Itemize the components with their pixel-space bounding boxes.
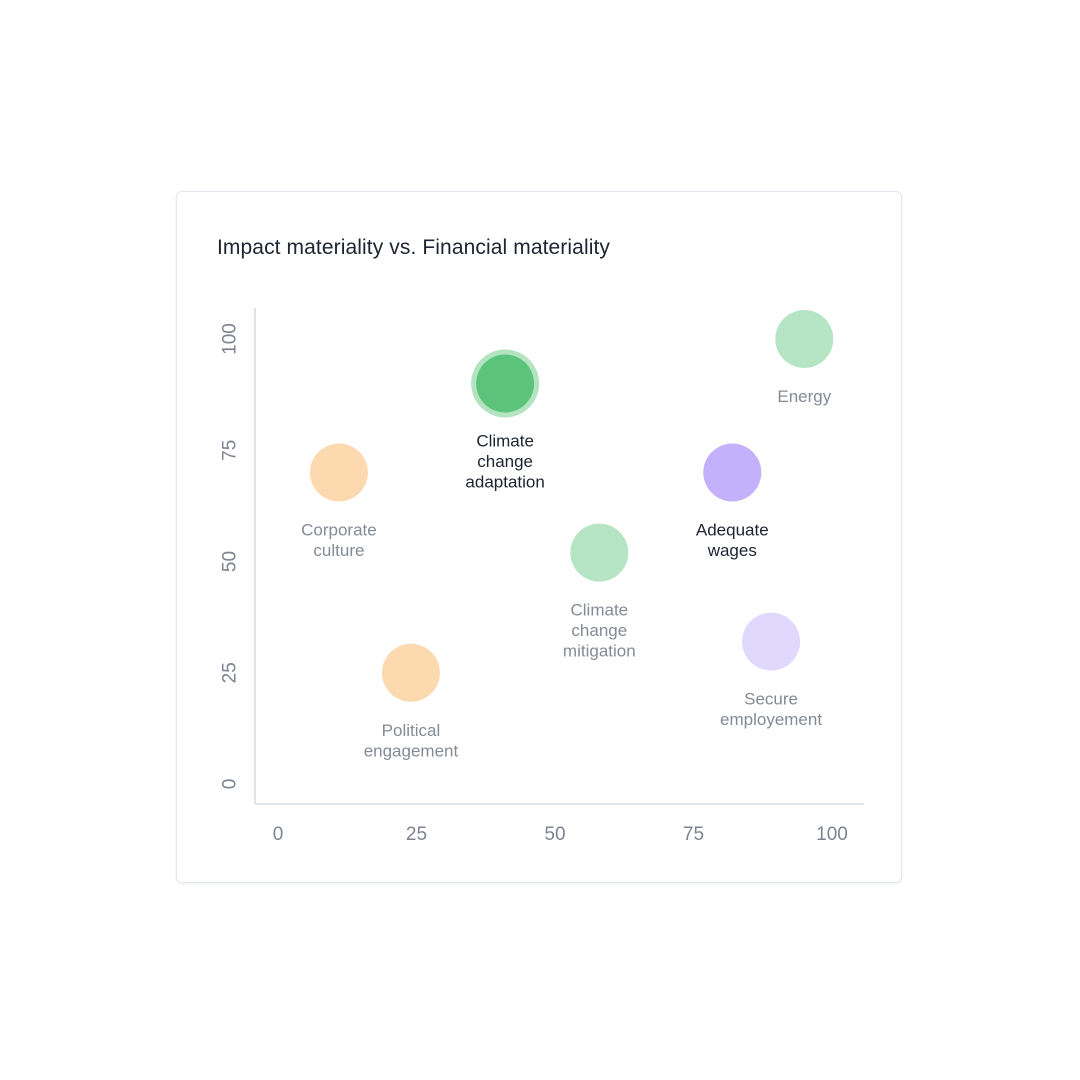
data-point[interactable]: Energy [775, 310, 834, 406]
point-label: Climate [476, 432, 534, 451]
axes [254, 308, 864, 805]
point-label: change [571, 621, 627, 640]
point-marker[interactable] [775, 310, 834, 368]
y-tick-label: 0 [220, 779, 241, 790]
x-tick-label: 0 [273, 824, 284, 845]
point-label: mitigation [563, 642, 636, 661]
point-label: Climate [571, 601, 629, 620]
y-tick-label: 50 [220, 551, 241, 572]
point-marker[interactable] [381, 643, 440, 702]
point-marker[interactable] [703, 443, 762, 502]
y-tick-label: 100 [220, 323, 241, 355]
point-label: engagement [364, 741, 459, 760]
point-label: adaptation [465, 473, 544, 492]
point-label: change [477, 452, 533, 471]
x-tick-label: 100 [816, 824, 848, 845]
point-label: Corporate [301, 521, 377, 540]
point-label: employement [720, 710, 822, 729]
point-label: Political [382, 721, 441, 740]
point-label: Secure [744, 690, 798, 709]
y-tick-label: 25 [220, 662, 241, 683]
point-marker[interactable] [476, 354, 535, 413]
y-tick-label: 75 [220, 440, 241, 461]
x-tick-label: 50 [544, 824, 565, 845]
point-label: culture [313, 541, 364, 560]
point-label: wages [707, 541, 757, 560]
point-label: Energy [777, 387, 831, 406]
point-label: Adequate [696, 521, 769, 540]
tick-labels: 0 25 50 75 100 0 25 50 75 100 [220, 323, 848, 845]
chart-card: Impact materiality vs. Financial materia… [176, 191, 902, 883]
x-tick-label: 75 [683, 824, 704, 845]
x-tick-label: 25 [406, 824, 427, 845]
point-marker[interactable] [570, 523, 629, 582]
chart-title: Impact materiality vs. Financial materia… [217, 236, 611, 259]
point-marker[interactable] [742, 612, 801, 671]
point-marker[interactable] [309, 443, 368, 502]
